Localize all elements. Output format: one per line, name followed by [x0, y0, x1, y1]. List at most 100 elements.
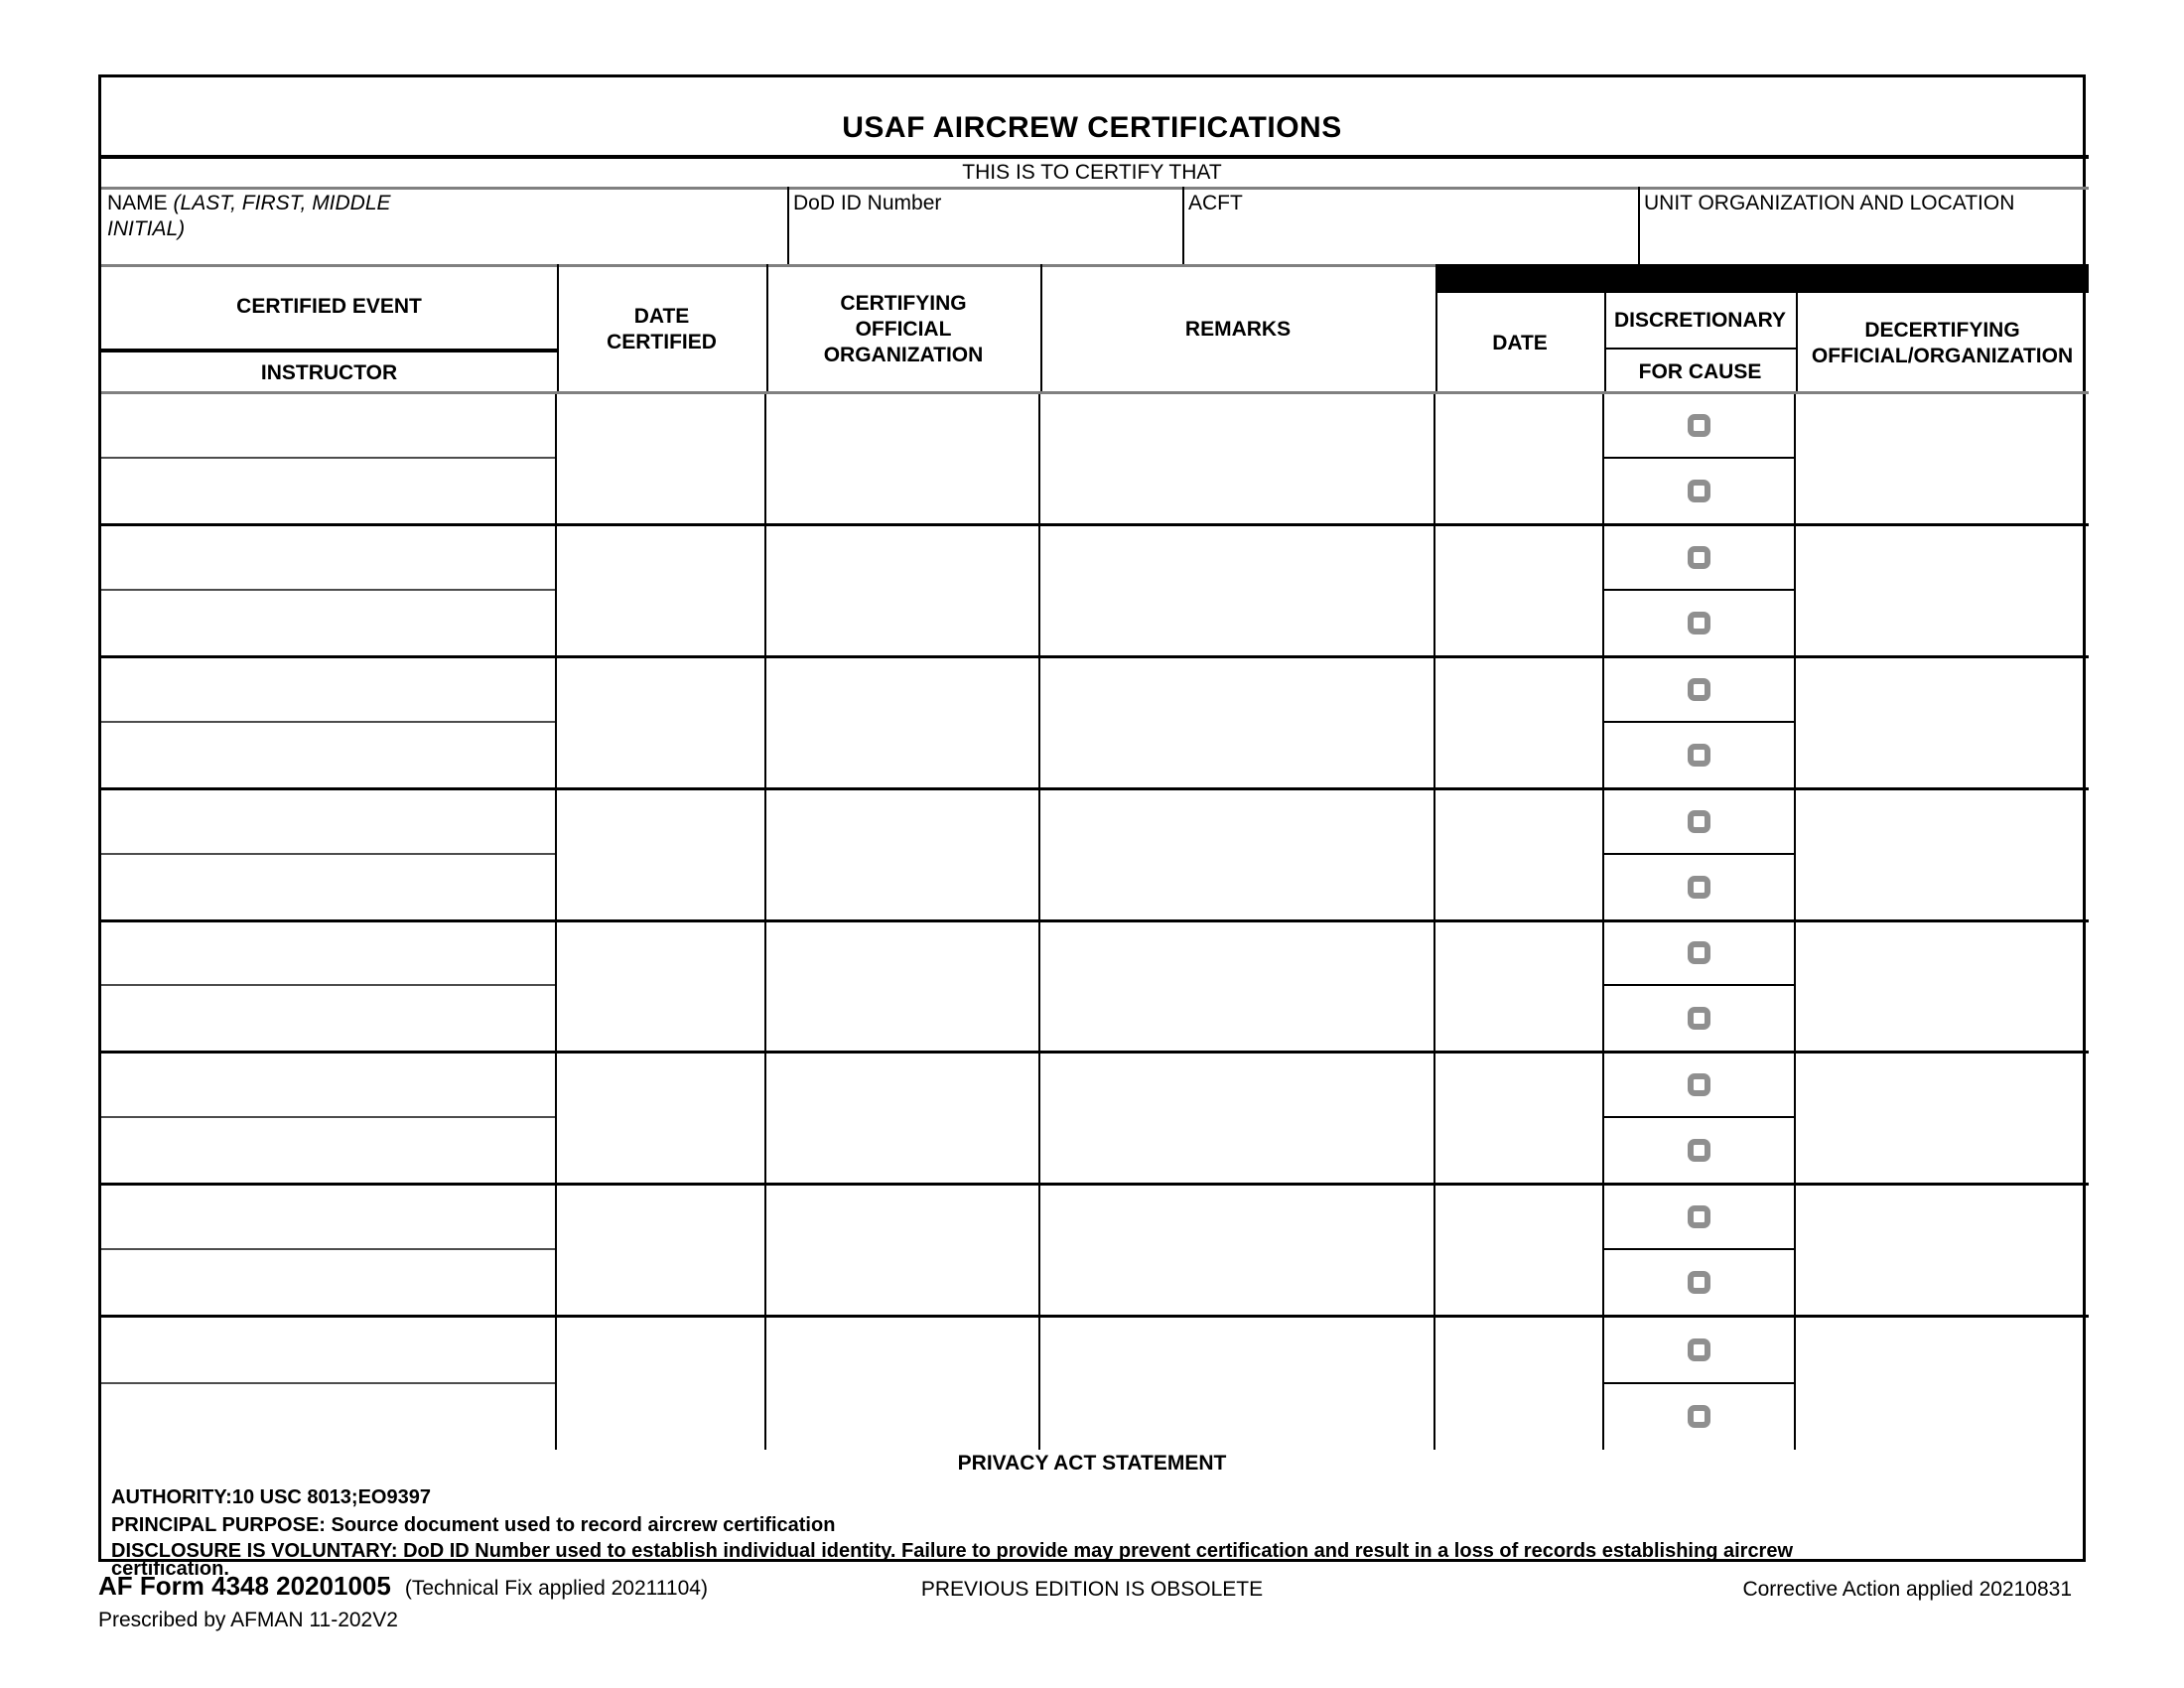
certified-event-field[interactable]	[101, 1054, 555, 1119]
remarks-field[interactable]	[1040, 1054, 1435, 1184]
certified-event-field[interactable]	[101, 922, 555, 987]
decertifying-official-field[interactable]	[1796, 526, 2089, 655]
instructor-field[interactable]	[101, 986, 555, 1051]
table-record	[101, 1186, 2089, 1319]
certifying-official-field[interactable]	[766, 1318, 1040, 1450]
info-row-divider	[101, 264, 2089, 267]
aircrew-certification-form: USAF AIRCREW CERTIFICATIONS THIS IS TO C…	[98, 74, 2089, 1580]
decertifying-official-field[interactable]	[1796, 1054, 2089, 1183]
for-cause-cell	[1604, 789, 1796, 919]
decertifying-official-field[interactable]	[1796, 658, 2089, 787]
title-divider	[101, 155, 2089, 159]
instructor-field[interactable]	[101, 723, 555, 787]
subtitle-divider	[101, 187, 2089, 190]
name-input[interactable]	[210, 221, 776, 261]
name-field-label: NAME (LAST, FIRST, MIDDLE INITIAL)	[107, 191, 584, 242]
date-certified-field[interactable]	[557, 921, 766, 1052]
certified-event-field[interactable]	[101, 526, 555, 591]
instructor-field[interactable]	[101, 1250, 555, 1315]
for-cause-checkbox[interactable]	[1688, 1205, 1710, 1229]
certifying-official-field[interactable]	[766, 1186, 1040, 1316]
decertifying-official-field[interactable]	[1796, 922, 2089, 1052]
remarks-field[interactable]	[1040, 525, 1435, 655]
date-certified-field[interactable]	[557, 394, 766, 523]
decert-date-field[interactable]	[1435, 657, 1604, 787]
remarks-field[interactable]	[1040, 921, 1435, 1052]
certified-event-field[interactable]	[101, 394, 555, 459]
certified-event-field[interactable]	[101, 658, 555, 723]
instructor-field[interactable]	[101, 1118, 555, 1183]
certified-event-cell	[101, 525, 557, 655]
for-cause-checkbox[interactable]	[1688, 1139, 1710, 1163]
column-header-certifying-official: CERTIFYING OFFICIAL ORGANIZATION	[823, 291, 984, 366]
acft-input[interactable]	[1188, 221, 1625, 261]
certifying-official-field[interactable]	[766, 921, 1040, 1052]
certified-event-field[interactable]	[101, 1318, 555, 1384]
decert-date-field[interactable]	[1435, 1054, 1604, 1184]
for-cause-checkbox[interactable]	[1688, 941, 1710, 965]
info-divider-2	[1182, 187, 1184, 264]
instructor-field[interactable]	[101, 855, 555, 919]
date-certified-field[interactable]	[557, 1318, 766, 1450]
table-record	[101, 1318, 2089, 1450]
decert-date-field[interactable]	[1435, 525, 1604, 655]
decert-date-field[interactable]	[1435, 789, 1604, 919]
remarks-field[interactable]	[1040, 1318, 1435, 1450]
column-header-date-certified: DATE CERTIFIED	[607, 304, 717, 353]
instructor-field[interactable]	[101, 459, 555, 523]
for-cause-checkbox[interactable]	[1688, 1405, 1710, 1429]
date-certified-field[interactable]	[557, 789, 766, 919]
date-certified-field[interactable]	[557, 1186, 766, 1316]
certified-event-cell	[101, 1318, 557, 1450]
column-header-decert-date: DATE	[1492, 332, 1548, 354]
for-cause-checkbox[interactable]	[1688, 1337, 1710, 1361]
certifying-official-field[interactable]	[766, 657, 1040, 787]
column-header-discretionary: DISCRETIONARY	[1613, 308, 1787, 332]
date-certified-field[interactable]	[557, 525, 766, 655]
instructor-field[interactable]	[101, 1384, 555, 1450]
table-body	[101, 394, 2089, 1450]
certified-event-field[interactable]	[101, 1186, 555, 1251]
privacy-disclosure: DISCLOSURE IS VOLUNTARY: DoD ID Number u…	[111, 1540, 1794, 1562]
remarks-field[interactable]	[1040, 394, 1435, 523]
for-cause-checkbox[interactable]	[1688, 1007, 1710, 1031]
certifying-official-field[interactable]	[766, 789, 1040, 919]
decertifying-official-field[interactable]	[1796, 1186, 2089, 1315]
instructor-field[interactable]	[101, 591, 555, 655]
for-cause-checkbox[interactable]	[1688, 743, 1710, 767]
date-certified-field[interactable]	[557, 657, 766, 787]
decertifying-official-field[interactable]	[1796, 1318, 2089, 1450]
decertifying-official-field[interactable]	[1796, 790, 2089, 919]
for-cause-checkbox[interactable]	[1688, 677, 1710, 701]
header-divider-2	[766, 264, 768, 394]
for-cause-checkbox[interactable]	[1688, 413, 1710, 437]
certifying-official-field[interactable]	[766, 394, 1040, 523]
privacy-authority: AUTHORITY:10 USC 8013;EO9397	[111, 1486, 431, 1508]
dod-id-input[interactable]	[793, 221, 1170, 261]
certified-event-cell	[101, 921, 557, 1052]
for-cause-checkbox[interactable]	[1688, 1073, 1710, 1097]
header-divider-5	[1604, 293, 1606, 394]
technical-fix-note: (Technical Fix applied 20211104)	[404, 1577, 708, 1600]
remarks-field[interactable]	[1040, 1186, 1435, 1316]
remarks-field[interactable]	[1040, 789, 1435, 919]
unit-organization-input[interactable]	[1644, 221, 2081, 261]
for-cause-checkbox[interactable]	[1688, 479, 1710, 502]
remarks-field[interactable]	[1040, 657, 1435, 787]
for-cause-checkbox[interactable]	[1688, 545, 1710, 569]
for-cause-checkbox[interactable]	[1688, 875, 1710, 899]
for-cause-checkbox[interactable]	[1688, 611, 1710, 634]
decertifying-official-field[interactable]	[1796, 394, 2089, 523]
certifying-official-field[interactable]	[766, 1054, 1040, 1184]
for-cause-checkbox[interactable]	[1688, 809, 1710, 833]
decert-date-field[interactable]	[1435, 1186, 1604, 1316]
certifying-official-field[interactable]	[766, 525, 1040, 655]
name-label-detail2: INITIAL)	[107, 217, 186, 240]
certified-event-field[interactable]	[101, 790, 555, 855]
for-cause-checkbox[interactable]	[1688, 1271, 1710, 1295]
decert-date-field[interactable]	[1435, 394, 1604, 523]
decert-date-field[interactable]	[1435, 1318, 1604, 1450]
date-certified-field[interactable]	[557, 1054, 766, 1184]
for-cause-cell	[1604, 1186, 1796, 1316]
decert-date-field[interactable]	[1435, 921, 1604, 1052]
